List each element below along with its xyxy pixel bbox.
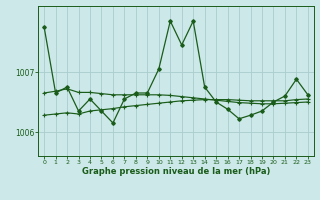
X-axis label: Graphe pression niveau de la mer (hPa): Graphe pression niveau de la mer (hPa) [82, 167, 270, 176]
